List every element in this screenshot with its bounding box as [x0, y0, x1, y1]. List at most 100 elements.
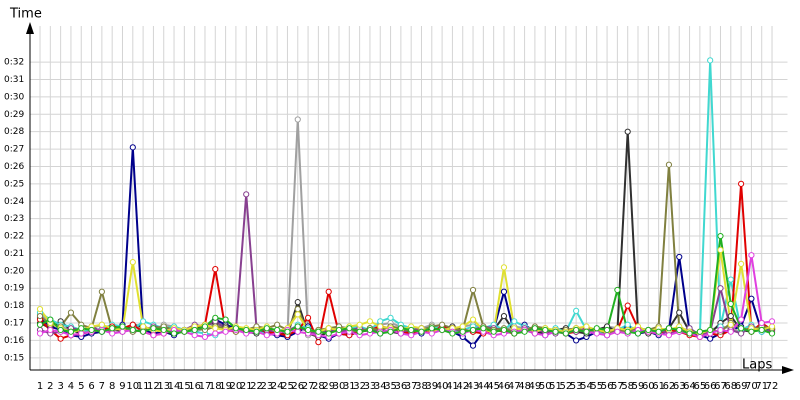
y-tick-label: 0:21 — [4, 249, 24, 259]
data-point — [109, 325, 116, 332]
data-point — [387, 314, 394, 321]
x-tick-label: 62 — [663, 381, 676, 392]
x-tick-label: 9 — [119, 381, 125, 392]
x-tick-label: 63 — [673, 381, 686, 392]
x-tick-label: 40 — [436, 381, 449, 392]
x-tick-label: 57 — [611, 381, 624, 392]
y-tick-label: 0:16 — [4, 336, 24, 346]
x-tick-label: 11 — [137, 381, 150, 392]
data-point — [696, 333, 703, 341]
data-point — [562, 330, 569, 337]
x-tick-label: 1 — [37, 381, 43, 392]
x-tick-label: 13 — [157, 381, 170, 392]
y-axis-arrow — [26, 22, 34, 34]
data-point — [222, 328, 229, 335]
y-tick-label: 0:28 — [4, 127, 24, 137]
data-point — [665, 332, 673, 339]
data-point — [212, 314, 219, 321]
x-tick-label: 35 — [384, 381, 397, 392]
x-tick-label: 68 — [724, 381, 737, 392]
data-point — [129, 259, 136, 266]
data-point — [459, 323, 466, 330]
x-tick-label: 64 — [683, 381, 696, 392]
data-point — [418, 328, 425, 335]
x-tick-label: 38 — [415, 381, 428, 392]
data-point — [140, 323, 147, 330]
data-point — [304, 314, 312, 321]
data-point — [150, 332, 157, 339]
y-tick-label: 0:15 — [4, 353, 24, 363]
data-point — [665, 161, 673, 168]
data-point — [727, 321, 734, 328]
data-point — [727, 328, 734, 335]
data-point — [191, 326, 198, 334]
x-tick-label: 56 — [601, 381, 614, 392]
data-point — [119, 323, 126, 330]
x-tick-label: 53 — [570, 381, 583, 392]
data-point — [78, 330, 85, 337]
data-point — [490, 328, 497, 335]
y-tick-label: 0:30 — [4, 92, 24, 102]
data-point — [243, 191, 250, 198]
data-point — [356, 321, 363, 328]
data-point — [521, 328, 528, 335]
x-tick-label: 70 — [745, 381, 758, 392]
x-tick-label: 25 — [281, 381, 294, 392]
data-point — [552, 328, 559, 335]
data-point — [263, 325, 270, 332]
data-point — [191, 332, 198, 339]
x-tick-label: 31 — [343, 381, 356, 392]
data-point — [263, 332, 270, 339]
x-tick-label: 52 — [559, 381, 572, 392]
x-tick-label: 43 — [467, 381, 480, 392]
y-tick-label: 0:19 — [4, 284, 24, 294]
y-tick-label: 0:26 — [4, 162, 24, 172]
data-point — [346, 325, 353, 332]
data-point — [294, 306, 301, 313]
x-tick-label: 33 — [364, 381, 377, 392]
data-point — [67, 328, 75, 335]
data-point — [274, 326, 281, 334]
x-tick-label: 12 — [147, 381, 160, 392]
x-tick-label: 59 — [632, 381, 645, 392]
x-tick-label: 45 — [487, 381, 500, 392]
x-tick-label: 10 — [126, 381, 139, 392]
data-point — [469, 316, 477, 323]
data-point — [624, 328, 631, 335]
data-point — [129, 321, 136, 328]
data-point — [593, 325, 600, 332]
data-point — [284, 328, 291, 335]
data-point — [181, 328, 188, 335]
y-tick-label: 0:27 — [4, 145, 24, 155]
data-point — [36, 312, 44, 320]
data-point — [676, 253, 683, 261]
data-point — [408, 332, 415, 339]
data-point — [614, 328, 621, 335]
data-point — [377, 318, 384, 325]
data-point — [665, 325, 673, 332]
x-tick-label: 18 — [209, 381, 222, 392]
data-point — [325, 325, 332, 332]
x-tick-label: 3 — [57, 381, 63, 392]
data-point — [717, 326, 724, 334]
x-tick-label: 54 — [580, 381, 593, 392]
data-point — [325, 330, 332, 337]
x-tick-label: 50 — [539, 381, 552, 392]
data-point — [366, 318, 374, 325]
data-point — [88, 326, 95, 334]
data-point — [603, 332, 611, 339]
x-tick-label: 28 — [312, 381, 325, 392]
series-line — [39, 59, 773, 337]
data-point — [98, 288, 105, 295]
data-point — [758, 319, 765, 327]
x-tick-label: 49 — [529, 381, 542, 392]
x-tick-label: 23 — [260, 381, 273, 392]
x-tick-label: 29 — [322, 381, 335, 392]
data-point — [624, 321, 631, 328]
data-point — [768, 323, 776, 330]
x-tick-label: 67 — [714, 381, 727, 392]
x-tick-label: 46 — [498, 381, 511, 392]
x-tick-label: 7 — [99, 381, 105, 392]
data-point — [304, 326, 312, 334]
